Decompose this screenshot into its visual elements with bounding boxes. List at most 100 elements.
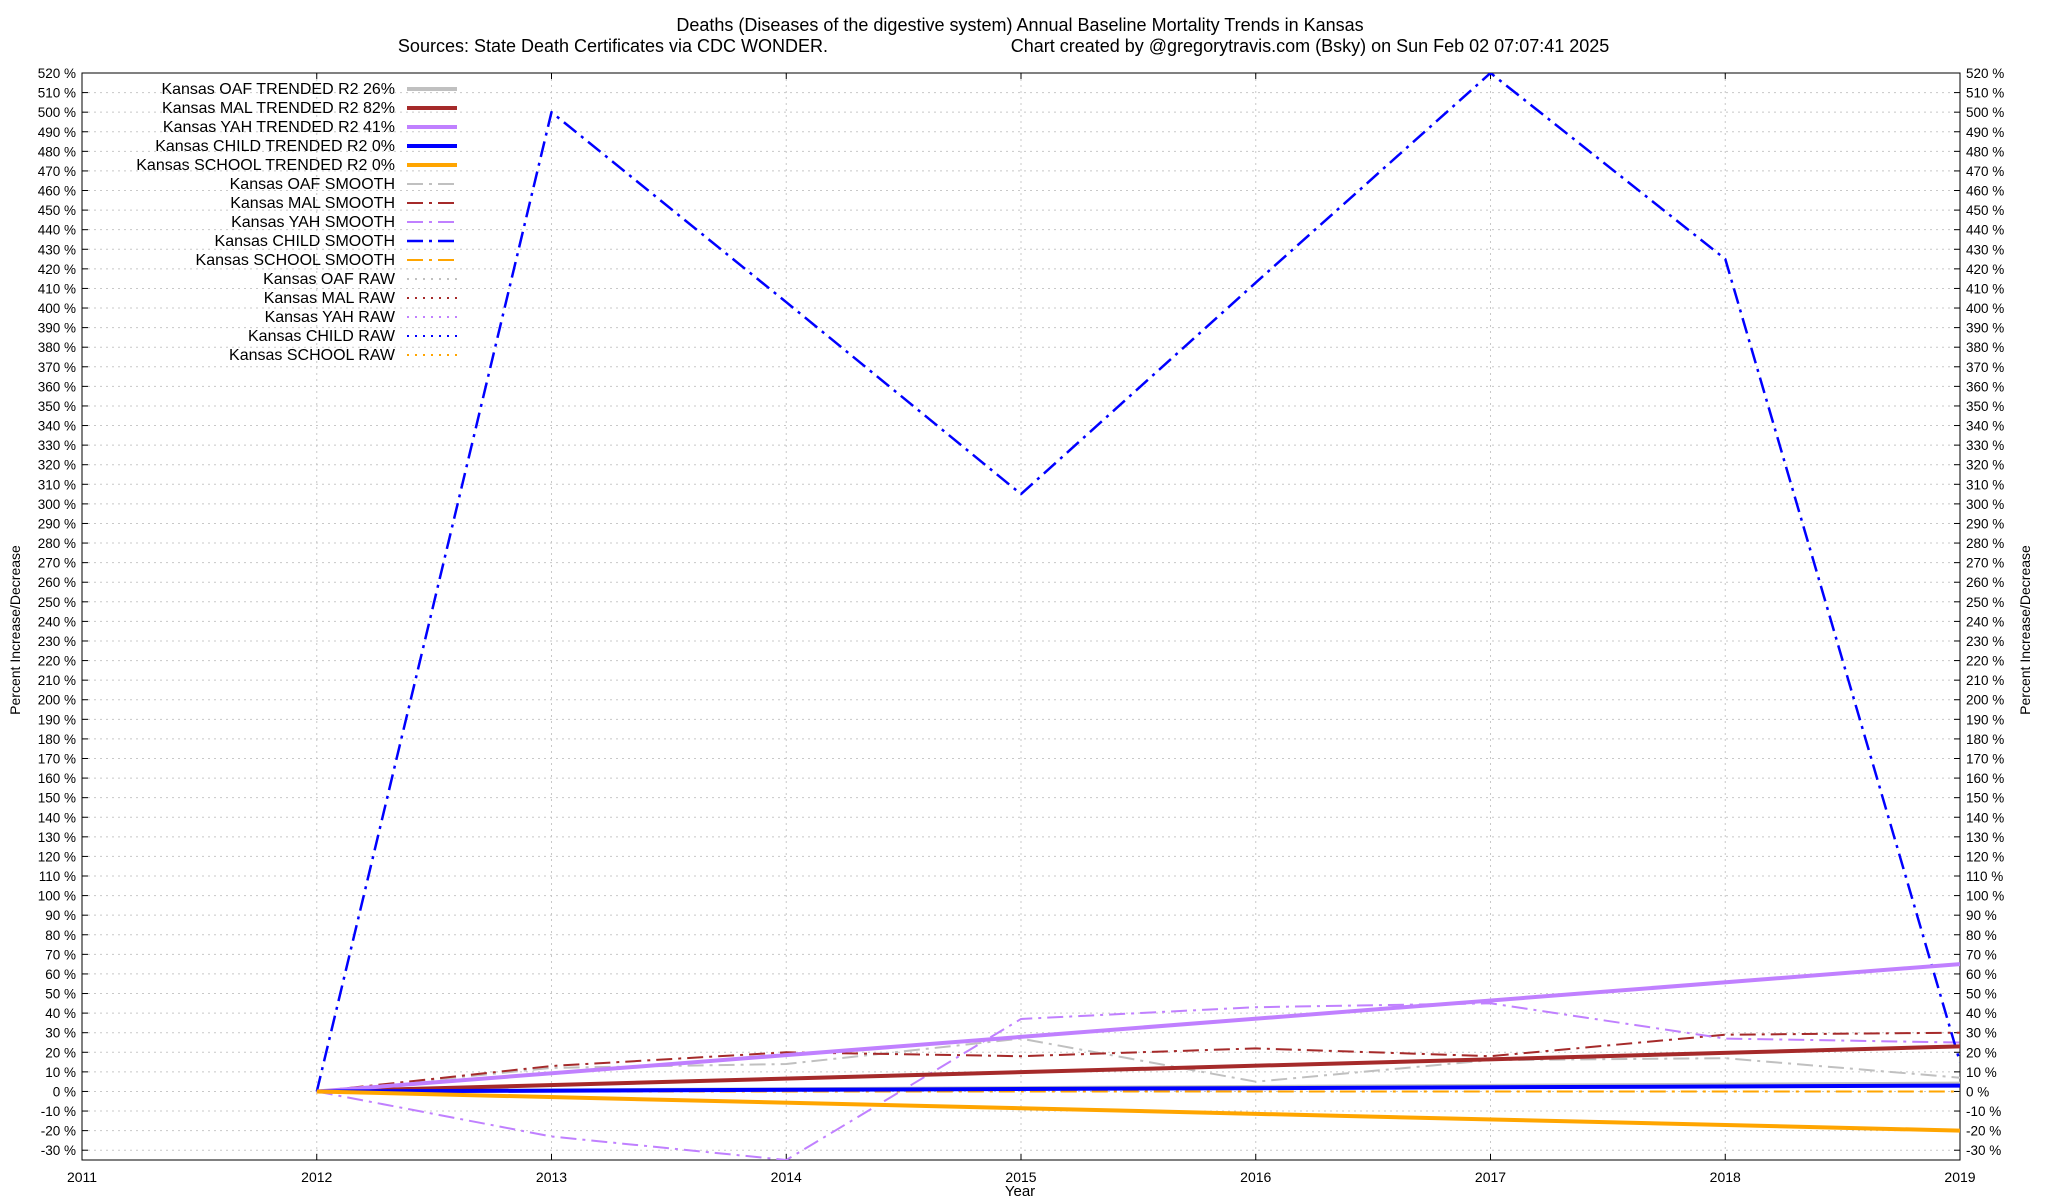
y-axis-label-right: Percent Increase/Decrease [2017,545,2033,715]
y-tick-label: 360 % [38,379,76,394]
y-tick-label: -10 % [41,1104,76,1119]
y-tick-label-right: -10 % [1966,1104,2001,1119]
y-tick-label-right: 200 % [1966,693,2004,708]
y-tick-label: 490 % [38,125,76,140]
y-tick-label: 200 % [38,693,76,708]
legend-label: Kansas SCHOOL SMOOTH [196,252,395,269]
y-tick-label-right: 50 % [1966,987,1997,1002]
y-tick-label-right: 40 % [1966,1006,1997,1021]
y-tick-label-right: 440 % [1966,223,2004,238]
y-tick-label-right: 220 % [1966,654,2004,669]
x-tick-label: 2012 [301,1169,332,1185]
y-tick-label-right: 320 % [1966,458,2004,473]
axes: -30 % -30 % -20 % -20 % -10 % -10 % 0 % 0 % 10 %… [38,66,2005,1185]
y-tick-label: 520 % [38,66,76,81]
y-tick-label: 190 % [38,712,76,727]
y-tick-label: 250 % [38,595,76,610]
y-tick-label: 220 % [38,654,76,669]
y-tick-label-right: 130 % [1966,830,2004,845]
y-tick-label: 110 % [39,869,76,884]
y-tick-label-right: 310 % [1966,477,2004,492]
series-line-5 [316,1037,1960,1093]
y-tick-label-right: 450 % [1966,203,2004,218]
y-tick-label: 500 % [38,105,76,120]
y-tick-label: -20 % [41,1124,76,1139]
y-tick-label-right: 480 % [1966,144,2004,159]
y-tick-label-right: 270 % [1966,556,2004,571]
series-line-6 [316,1031,1960,1093]
y-tick-label: 330 % [38,438,76,453]
y-tick-label: 480 % [38,144,76,159]
y-tick-label-right: 410 % [1966,281,2004,296]
y-tick-label-right: 340 % [1966,419,2004,434]
legend: Kansas OAF TRENDED R2 26% Kansas MAL TREN… [136,81,457,364]
y-tick-label: 300 % [38,497,76,512]
y-tick-label: 420 % [38,262,76,277]
y-tick-label: 270 % [38,556,76,571]
y-tick-label-right: 30 % [1966,1026,1997,1041]
y-tick-label-right: 80 % [1966,928,1997,943]
x-tick-label: 2015 [1005,1169,1036,1185]
y-tick-label-right: -30 % [1966,1143,2001,1158]
chart-subtitle-left: Sources: State Death Certificates via CD… [398,36,828,56]
y-tick-label-right: 210 % [1966,673,2004,688]
y-tick-label-right: 280 % [1966,536,2004,551]
chart-title: Deaths (Diseases of the digestive system… [676,15,1363,35]
y-tick-label: 290 % [38,516,76,531]
y-tick-label: 240 % [38,614,76,629]
y-tick-label: 130 % [38,830,76,845]
y-tick-label-right: 500 % [1966,105,2004,120]
x-tick-label: 2018 [1710,1169,1741,1185]
y-tick-label-right: 170 % [1966,751,2004,766]
y-tick-label-right: 330 % [1966,438,2004,453]
y-tick-label-right: 110 % [1966,869,2003,884]
y-tick-label: 340 % [38,419,76,434]
y-tick-label-right: 70 % [1966,947,1997,962]
legend-label: Kansas YAH SMOOTH [231,214,395,231]
legend-label: Kansas OAF TRENDED R2 26% [161,81,395,98]
series-line-8 [315,73,1960,1092]
y-tick-label: 400 % [38,301,76,316]
grid [81,72,1961,1160]
y-axis-label-left: Percent Increase/Decrease [7,545,23,715]
y-tick-label: 320 % [38,458,76,473]
y-tick-label-right: 430 % [1966,242,2004,257]
y-tick-label: 380 % [38,340,76,355]
legend-label: Kansas OAF SMOOTH [230,176,395,193]
y-tick-label-right: 490 % [1966,125,2004,140]
y-tick-label: 60 % [45,967,76,982]
y-tick-label-right: 400 % [1966,301,2004,316]
y-tick-label: 100 % [38,889,76,904]
y-tick-label-right: 390 % [1966,321,2004,336]
y-tick-label: 450 % [38,203,76,218]
y-tick-label: 390 % [38,321,76,336]
y-tick-label: 350 % [38,399,76,414]
y-tick-label: -30 % [41,1143,76,1158]
y-tick-label: 410 % [38,281,76,296]
y-tick-label-right: 300 % [1966,497,2004,512]
y-tick-label: 170 % [38,751,76,766]
y-tick-label: 30 % [45,1026,76,1041]
y-tick-label-right: 240 % [1966,614,2004,629]
y-tick-label: 140 % [38,810,76,825]
y-tick-label: 230 % [38,634,76,649]
y-tick-label-right: 230 % [1966,634,2004,649]
y-tick-label: 40 % [45,1006,76,1021]
series-line-4 [316,1089,1960,1133]
y-tick-label-right: 460 % [1966,184,2004,199]
legend-label: Kansas MAL TRENDED R2 82% [162,100,395,117]
y-tick-label: 470 % [38,164,76,179]
y-tick-label: 310 % [38,477,76,492]
legend-label: Kansas YAH TRENDED R2 41% [163,119,395,136]
y-tick-label-right: 250 % [1966,595,2004,610]
legend-label: Kansas SCHOOL TRENDED R2 0% [136,157,395,174]
y-tick-label-right: 10 % [1966,1065,1997,1080]
y-tick-label-right: 150 % [1966,791,2004,806]
series-line-3 [316,1083,1960,1094]
y-tick-label-right: 420 % [1966,262,2004,277]
y-tick-label-right: 350 % [1966,399,2004,414]
series-lines [315,73,1960,1160]
series-line-2 [316,962,1960,1094]
y-tick-label: 120 % [38,849,76,864]
